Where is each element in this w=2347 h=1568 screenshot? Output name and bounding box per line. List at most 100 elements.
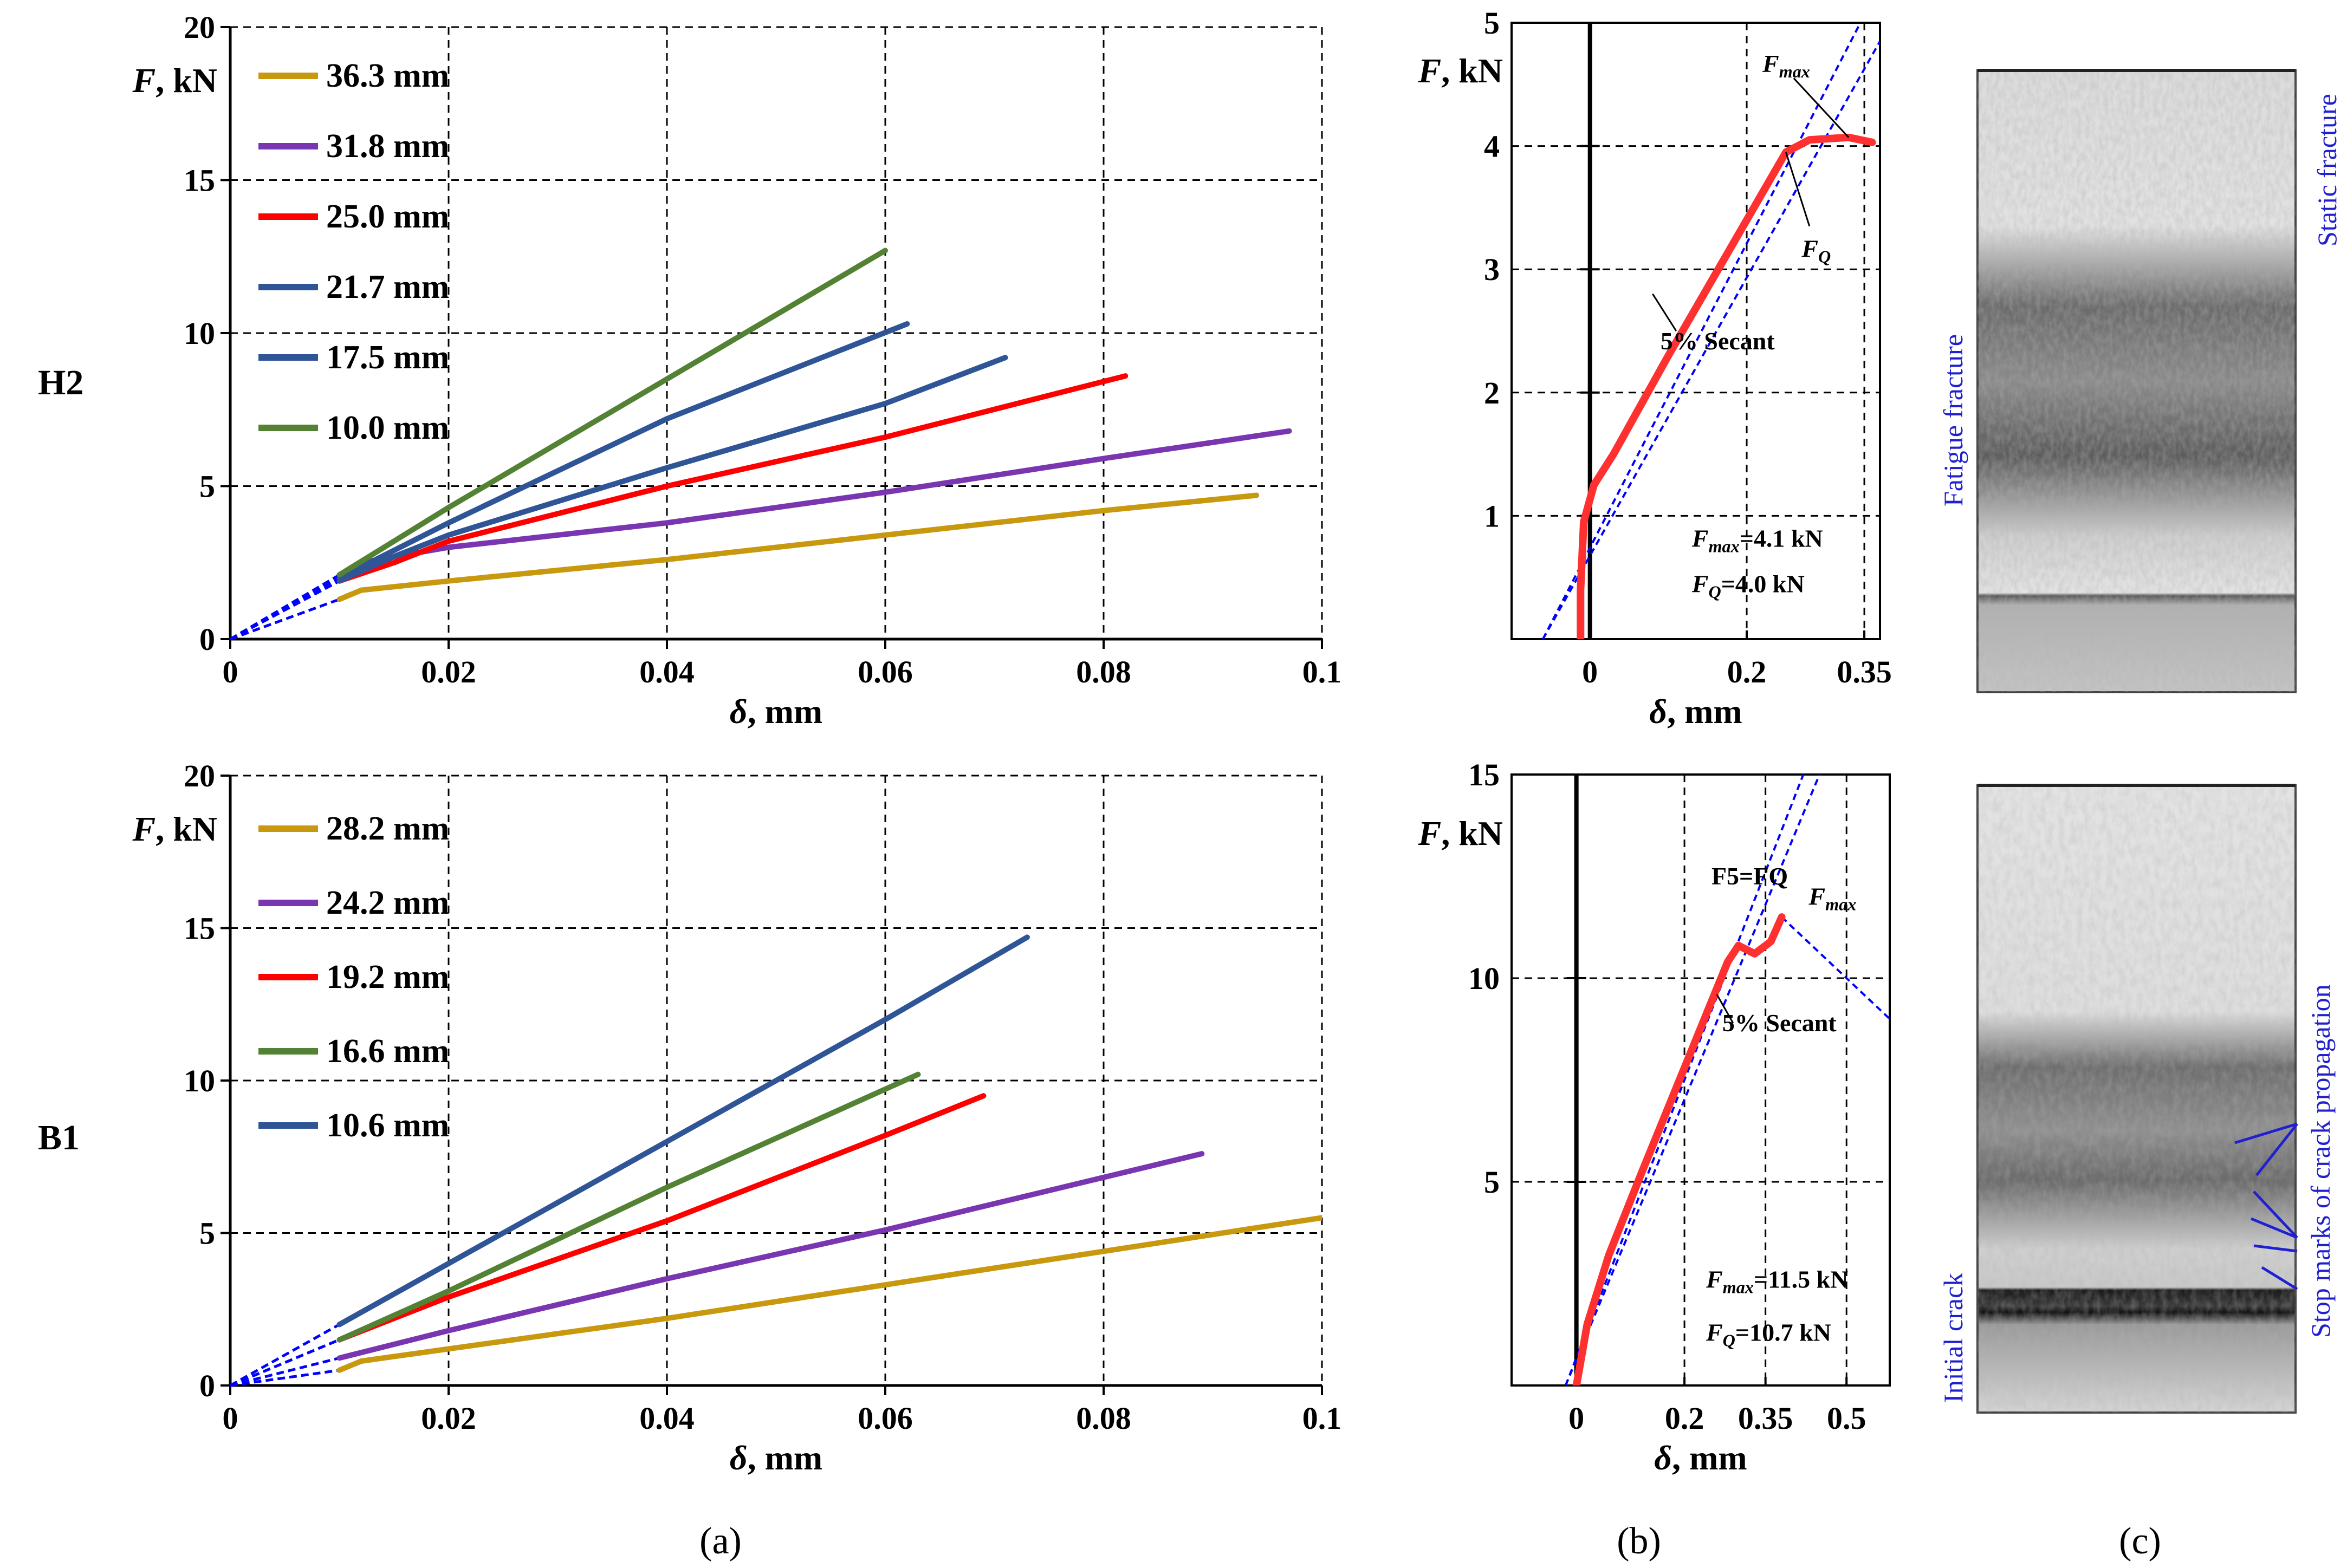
y-tick-label: 0 [199,622,215,657]
x-tick-label: 0 [1568,1401,1584,1436]
series-line [1577,133,1876,639]
y-tick-label: 2 [1484,375,1500,411]
extrapolation-line [229,574,340,641]
annotation: Fmax=11.5 kN [1706,1266,1848,1297]
label-static-fracture: Static fracture [2312,94,2342,246]
y-tick-label: 10 [184,316,215,351]
extrapolation-line [230,1338,340,1387]
label-stop-marks: Stop marks of crack propagation [2305,984,2336,1338]
x-tick-label: 0.08 [1076,1401,1131,1436]
extrapolation-line [230,598,340,641]
x-tick-label: 0.35 [1837,654,1892,689]
y-axis-label: F, kN [132,61,218,100]
secant-line [1564,775,1805,1385]
legend-label: 21.7 mm [326,269,449,305]
plot-frame [1510,773,1891,1387]
series-line [336,248,888,578]
row-label-b1: B1 [38,1118,80,1157]
chart-a-b1: 0 0.02 0.04 0.06 0.08 0.1 0 5 10 15 20 δ, mm F, kN 28… [132,758,1342,1477]
x-tick-label: 0.2 [1727,654,1767,689]
extrapolation-line [230,1356,340,1387]
y-tick-label: 20 [184,758,215,793]
chart-b-b1: 0 0.2 0.35 0.5 5 10 15 δ, mm F, kN F5=FQ Fmax 5% Se… [1418,757,1891,1477]
series-line [336,934,1030,1328]
leader-line [1652,293,1677,331]
y-tick-label: 15 [184,163,215,198]
label-fatigue-fracture: Fatigue fracture [1938,334,1968,506]
label-initial-crack: Initial crack [1938,1273,1968,1403]
y-tick-label: 5 [199,1216,215,1251]
series-line [336,355,1008,584]
chart-b-h2: 0 0.2 0.35 1 2 3 4 5 δ, mm F, kN Fmax FQ 5% Secant Fm… [1418,5,1892,731]
x-tick-label: 0 [223,654,238,689]
y-tick-label: 0 [199,1368,215,1403]
fracture-photo-h2 [1976,69,2297,693]
chart-a-h2: 0 0.02 0.04 0.06 0.08 0.1 0 5 10 15 20 δ, mm F, kN 36… [132,10,1342,731]
x-tick-label: 0.02 [421,1401,476,1436]
series-line [336,1215,1322,1373]
x-axis-label: δ, mm [1654,1439,1747,1477]
x-tick-label: 0 [223,1401,238,1436]
x-tick-label: 0.35 [1738,1401,1793,1436]
legend-label: 17.5 mm [326,339,449,376]
leader-line [1793,77,1850,138]
legend-label: 36.3 mm [326,57,449,94]
secant-line [1564,775,1821,1385]
y-tick-label: 5 [1484,5,1500,41]
leader-line [1785,152,1811,226]
annotation: FQ [1801,235,1831,266]
panel-label-b: (b) [1617,1520,1661,1562]
series-line [336,1093,987,1343]
series-line [1572,913,1786,1385]
x-tick-label: 0.2 [1665,1401,1704,1436]
x-tick-label: 0.1 [1302,1401,1342,1436]
annotation: Fmax [1808,883,1856,914]
legend-label: 25.0 mm [326,198,449,235]
x-tick-label: 0.06 [858,654,913,689]
annotation: 5% Secant [1661,327,1775,355]
y-tick-label: 15 [184,911,215,946]
y-axis-label: F, kN [132,810,218,848]
annotation: FQ=4.0 kN [1691,570,1805,602]
panel-label-a: (a) [699,1520,742,1562]
extrapolation-line [229,1323,340,1387]
y-tick-label: 4 [1484,129,1500,164]
y-tick-label: 5 [1484,1164,1500,1200]
series-line [336,1151,1205,1361]
y-tick-label: 10 [184,1063,215,1098]
series-line [336,1071,921,1343]
y-tick-label: 1 [1484,498,1500,533]
secant-line [1542,23,1862,639]
series-line [336,321,910,581]
x-tick-label: 0.04 [639,1401,695,1436]
series-line [336,492,1260,602]
y-tick-label: 15 [1468,757,1500,792]
x-tick-label: 0.02 [421,654,476,689]
y-tick-label: 3 [1484,252,1500,287]
legend-label: 31.8 mm [326,128,449,165]
x-tick-label: 0.1 [1302,654,1342,689]
leader-line [1716,994,1734,1024]
y-tick-label: 5 [199,469,215,504]
series-line [336,373,1129,584]
legend-label: 28.2 mm [326,810,449,847]
fracture-photo-b1 [1976,784,2297,1414]
annotation: Fmax [1762,50,1810,81]
y-axis-label: F, kN [1418,51,1503,90]
x-axis-label: δ, mm [730,692,822,731]
secant-line [1542,41,1880,639]
x-tick-label: 0.5 [1827,1401,1866,1436]
stop-mark-pointers [2234,1122,2298,1291]
annotation: FQ=10.7 kN [1706,1318,1831,1350]
legend-label: 24.2 mm [326,884,449,921]
annotation: Fmax=4.1 kN [1691,524,1823,556]
x-axis-label: δ, mm [730,1439,822,1477]
x-axis-label: δ, mm [1649,692,1742,731]
panel-label-c: (c) [2119,1520,2161,1562]
secant-line [1781,916,1890,1020]
x-tick-label: 0 [1582,654,1598,689]
x-tick-label: 0.06 [858,1401,913,1436]
y-tick-label: 20 [184,10,215,45]
annotation: 5% Secant [1722,1009,1837,1037]
